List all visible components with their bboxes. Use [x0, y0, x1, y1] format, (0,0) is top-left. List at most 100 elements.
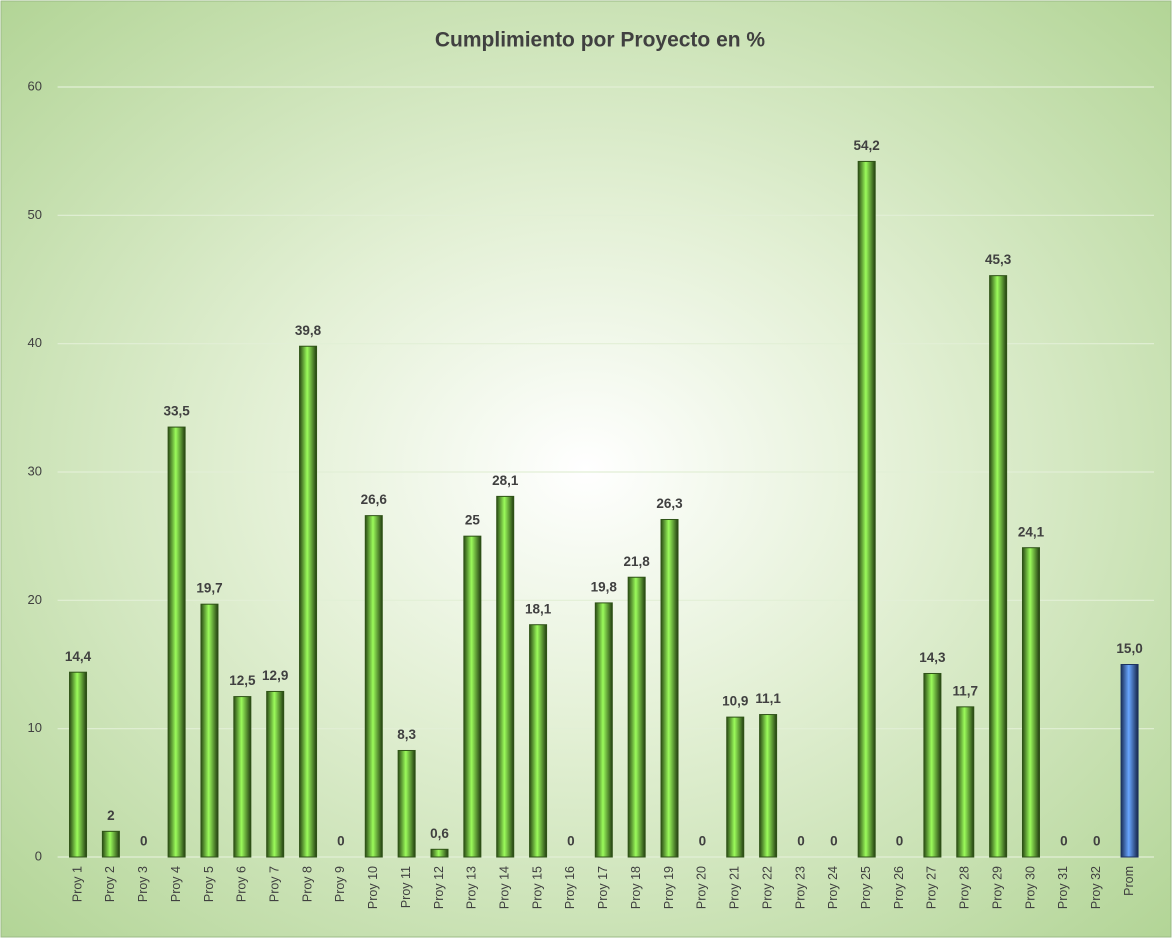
value-label: 25 [465, 513, 481, 528]
bar [1120, 664, 1139, 858]
y-tick-label: 50 [28, 207, 42, 222]
x-tick-label: Proy 13 [465, 866, 479, 909]
x-tick-label: Proy 14 [498, 866, 512, 909]
bar [266, 690, 285, 858]
bar [430, 848, 449, 858]
bar [529, 624, 548, 858]
x-tick-label: Proy 27 [925, 866, 939, 909]
value-label: 0 [140, 834, 148, 849]
bar [923, 672, 942, 858]
x-tick-label: Proy 28 [958, 866, 972, 909]
value-label: 39,8 [295, 323, 322, 338]
bar [857, 160, 876, 858]
x-tick-label: Proy 1 [70, 866, 84, 902]
x-tick-label: Proy 8 [300, 866, 314, 902]
x-tick-label: Proy 21 [728, 866, 742, 909]
value-label: 2 [107, 808, 115, 823]
bar [200, 603, 219, 858]
value-label: 33,5 [163, 404, 190, 419]
value-label: 14,4 [65, 649, 92, 664]
bar [759, 714, 778, 858]
x-tick-label: Proy 16 [563, 866, 577, 909]
value-label: 0 [1060, 834, 1068, 849]
bar [627, 576, 646, 858]
x-tick-label: Proy 20 [695, 866, 709, 909]
value-label: 26,3 [656, 496, 683, 511]
value-label: 0 [337, 834, 345, 849]
value-label: 8,3 [397, 727, 416, 742]
x-tick-label: Proy 19 [662, 866, 676, 909]
value-label: 0 [567, 834, 575, 849]
x-tick-label: Proy 25 [859, 866, 873, 909]
x-tick-label: Proy 24 [826, 866, 840, 909]
x-tick-label: Proy 4 [169, 866, 183, 902]
value-label: 12,5 [229, 673, 256, 688]
bar [299, 345, 318, 858]
bar [167, 426, 186, 858]
x-tick-label: Proy 32 [1089, 866, 1103, 909]
x-tick-label: Proy 15 [530, 866, 544, 909]
value-label: 10,9 [722, 694, 748, 709]
bar [660, 518, 679, 858]
x-tick-label: Proy 2 [103, 866, 117, 902]
x-tick-label: Proy 23 [793, 866, 807, 909]
value-label: 14,3 [919, 650, 946, 665]
value-label: 19,7 [196, 581, 222, 596]
y-tick-label: 10 [28, 720, 42, 735]
value-label: 11,1 [755, 691, 781, 706]
x-tick-label: Proy 6 [235, 866, 249, 902]
value-label: 0 [830, 834, 838, 849]
y-tick-label: 40 [28, 335, 42, 350]
y-tick-label: 0 [35, 848, 42, 863]
value-label: 0 [797, 834, 805, 849]
x-tick-label: Proy 7 [267, 866, 281, 902]
bar [1021, 547, 1040, 858]
bar [496, 495, 515, 858]
value-label: 24,1 [1018, 524, 1045, 539]
value-label: 0 [699, 834, 707, 849]
x-tick-label: Proy 11 [399, 866, 413, 908]
x-tick-label: Proy 31 [1056, 866, 1070, 909]
x-tick-label: Proy 30 [1023, 866, 1037, 909]
bar [233, 696, 252, 858]
bar [397, 749, 416, 858]
value-label: 19,8 [591, 579, 618, 594]
bar [594, 602, 613, 858]
value-label: 0 [1093, 834, 1101, 849]
value-label: 18,1 [525, 601, 552, 616]
bar [463, 535, 482, 858]
bar [69, 671, 88, 858]
bar [101, 830, 120, 858]
x-tick-label: Proy 22 [760, 866, 774, 909]
y-tick-label: 30 [28, 463, 42, 478]
y-tick-label: 20 [28, 592, 42, 607]
chart-title: Cumplimiento por Proyecto en % [435, 29, 766, 52]
x-tick-label: Proy 10 [366, 866, 380, 909]
x-tick-label: Proy 29 [990, 866, 1004, 909]
value-label: 54,2 [854, 138, 880, 153]
value-label: 45,3 [985, 252, 1012, 267]
value-label: 15,0 [1116, 641, 1142, 656]
x-tick-label: Proy 9 [333, 866, 347, 902]
bar [364, 515, 383, 858]
value-label: 21,8 [624, 554, 651, 569]
value-label: 28,1 [492, 473, 519, 488]
x-tick-label: Proy 26 [892, 866, 906, 909]
bar [989, 275, 1008, 858]
bar [726, 716, 745, 858]
y-tick-label: 60 [28, 78, 42, 93]
value-label: 0 [896, 834, 904, 849]
x-tick-label: Proy 17 [596, 866, 610, 909]
value-label: 0,6 [430, 826, 449, 841]
x-tick-label: Proy 5 [202, 866, 216, 902]
bar [956, 706, 975, 858]
x-tick-label: Proy 18 [629, 866, 643, 909]
x-tick-label: Prom [1122, 866, 1136, 896]
value-label: 12,9 [262, 668, 288, 683]
x-tick-label: Proy 3 [136, 866, 150, 902]
x-tick-label: Proy 12 [432, 866, 446, 909]
value-label: 26,6 [361, 492, 388, 507]
value-label: 11,7 [953, 683, 979, 698]
